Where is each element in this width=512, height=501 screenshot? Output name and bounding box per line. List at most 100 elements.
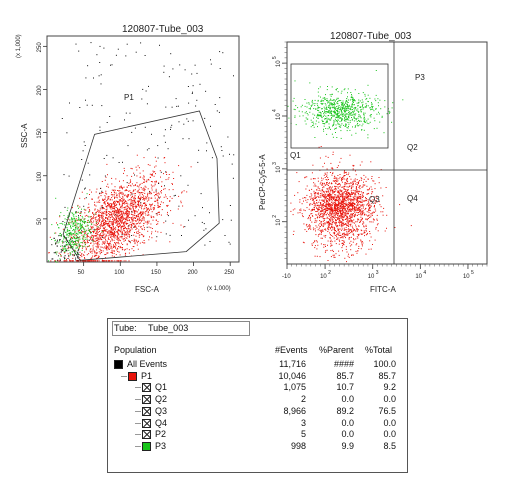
data-point bbox=[333, 233, 335, 235]
data-point bbox=[87, 240, 88, 242]
data-point bbox=[345, 246, 347, 248]
data-point bbox=[154, 182, 156, 184]
data-point bbox=[360, 204, 362, 206]
data-point bbox=[64, 251, 66, 253]
data-point bbox=[337, 233, 339, 235]
data-point bbox=[91, 227, 93, 229]
data-point bbox=[129, 224, 131, 226]
data-point bbox=[356, 211, 358, 213]
data-point bbox=[335, 107, 336, 109]
data-point bbox=[317, 229, 319, 231]
data-point bbox=[333, 114, 335, 116]
data-point bbox=[316, 116, 318, 118]
data-point bbox=[75, 260, 77, 262]
data-point bbox=[342, 105, 344, 107]
data-point bbox=[209, 241, 211, 242]
data-point bbox=[59, 215, 61, 217]
data-point bbox=[179, 64, 181, 66]
data-point bbox=[326, 176, 328, 177]
data-point bbox=[341, 236, 343, 238]
data-point bbox=[350, 204, 352, 206]
data-point bbox=[219, 68, 221, 69]
data-point bbox=[313, 108, 315, 110]
data-point bbox=[128, 182, 130, 184]
data-point bbox=[337, 229, 339, 231]
data-point bbox=[304, 176, 306, 178]
data-point bbox=[77, 237, 79, 239]
data-point bbox=[106, 240, 108, 242]
data-point bbox=[135, 218, 136, 219]
gate-P1[interactable] bbox=[62, 110, 220, 261]
data-point bbox=[324, 177, 326, 178]
data-point bbox=[149, 203, 151, 205]
data-point bbox=[112, 208, 114, 210]
data-point bbox=[128, 234, 130, 236]
data-point bbox=[340, 212, 341, 214]
data-point bbox=[335, 205, 337, 207]
data-point bbox=[139, 197, 141, 199]
data-point bbox=[100, 237, 102, 239]
data-point bbox=[314, 194, 316, 196]
data-point bbox=[138, 221, 140, 223]
data-point bbox=[352, 192, 354, 194]
data-point bbox=[80, 213, 82, 215]
data-point bbox=[124, 222, 125, 224]
data-point bbox=[330, 106, 332, 108]
data-point bbox=[162, 202, 164, 204]
data-point bbox=[126, 217, 128, 219]
data-point bbox=[221, 150, 223, 151]
data-point bbox=[362, 105, 363, 107]
data-point bbox=[98, 239, 100, 241]
data-point bbox=[311, 188, 313, 190]
data-point bbox=[117, 260, 119, 262]
data-point bbox=[351, 191, 352, 193]
data-point bbox=[134, 213, 136, 214]
data-point bbox=[122, 194, 124, 196]
data-point bbox=[64, 257, 66, 259]
data-point bbox=[88, 239, 90, 241]
data-point bbox=[78, 232, 80, 234]
data-point bbox=[319, 196, 321, 198]
data-point bbox=[82, 236, 84, 238]
data-point bbox=[380, 108, 382, 110]
data-point bbox=[106, 122, 108, 123]
data-point bbox=[81, 191, 83, 193]
data-point bbox=[148, 239, 150, 241]
data-point bbox=[81, 225, 83, 227]
data-point bbox=[333, 106, 335, 108]
data-point bbox=[136, 215, 137, 216]
data-point bbox=[320, 146, 322, 147]
data-point bbox=[89, 250, 91, 252]
data-point bbox=[76, 244, 78, 246]
data-point bbox=[56, 260, 58, 262]
data-point bbox=[79, 212, 81, 214]
data-point bbox=[352, 213, 354, 214]
data-point bbox=[75, 223, 77, 225]
data-point bbox=[146, 221, 148, 223]
data-point bbox=[346, 224, 347, 226]
data-point bbox=[121, 193, 123, 195]
data-point bbox=[158, 205, 160, 207]
data-point bbox=[361, 218, 363, 220]
data-point bbox=[296, 172, 298, 174]
data-point bbox=[90, 238, 92, 240]
data-point bbox=[317, 107, 319, 109]
data-point bbox=[300, 208, 302, 210]
data-point bbox=[82, 231, 84, 232]
data-point bbox=[203, 229, 205, 231]
data-point bbox=[343, 119, 345, 121]
data-point bbox=[78, 219, 80, 221]
data-point bbox=[126, 234, 128, 236]
data-point bbox=[96, 188, 98, 190]
data-point bbox=[330, 228, 331, 230]
data-point bbox=[146, 226, 148, 228]
data-point bbox=[335, 190, 337, 192]
data-point bbox=[137, 197, 139, 199]
data-point bbox=[337, 232, 339, 234]
data-point bbox=[183, 226, 184, 228]
data-point bbox=[333, 199, 335, 200]
data-point bbox=[351, 114, 353, 116]
data-point bbox=[143, 178, 145, 180]
data-point bbox=[333, 124, 334, 126]
data-point bbox=[135, 51, 137, 53]
